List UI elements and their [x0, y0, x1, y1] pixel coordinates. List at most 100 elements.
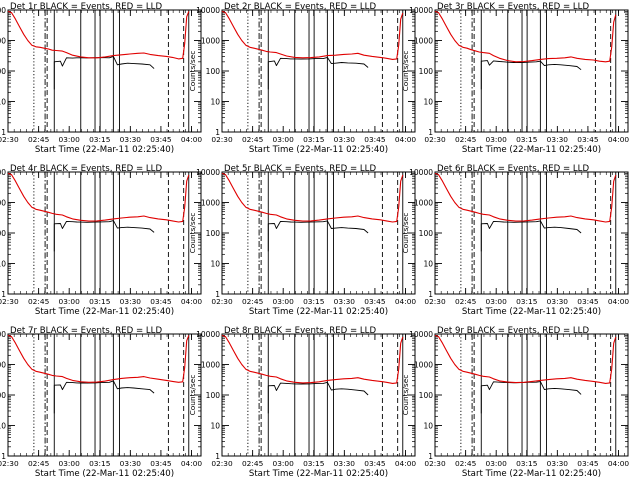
x-tick-label: 03:15	[89, 459, 111, 468]
x-tick-label: 02:30	[211, 135, 233, 144]
x-tick-label: 03:00	[486, 135, 508, 144]
panel-title: Det 3r BLACK = Events, RED = LLD	[437, 2, 589, 12]
y-tick-label: 1	[1, 452, 6, 461]
y-tick-label: 1	[1, 128, 6, 137]
y-tick-label: 1000	[201, 37, 220, 46]
x-tick-label: 04:00	[608, 135, 630, 144]
x-tick-label: 02:30	[0, 297, 19, 306]
panel-title: Det 9r BLACK = Events, RED = LLD	[437, 326, 589, 336]
y-tick-label: 1	[428, 128, 433, 137]
y-tick-label: 100	[419, 391, 434, 400]
lld-series-line	[221, 334, 404, 384]
y-tick-label: 10000	[196, 6, 220, 15]
panel-3: Det 3r BLACK = Events, RED = LLD 1 10 100 10…	[401, 2, 629, 155]
lld-series-line	[7, 334, 190, 383]
x-tick-label: 02:45	[28, 459, 50, 468]
y-axis-label: Counts/sec	[188, 213, 197, 254]
panel-4: Det 4r BLACK = Events, RED = LLD 1 10 100 10…	[0, 164, 202, 317]
events-series-line	[267, 220, 369, 252]
y-tick-label: 1000	[414, 199, 433, 208]
lld-series-line	[434, 172, 617, 223]
x-tick-label: 02:30	[424, 135, 446, 144]
x-axis-label: Start Time (22-Mar-11 02:25:40)	[462, 469, 601, 479]
panel-2: Det 2r BLACK = Events, RED = LLD 1 10 100 10…	[188, 2, 416, 155]
y-tick-label: 10	[423, 422, 433, 431]
panel-title: Det 1r BLACK = Events, RED = LLD	[10, 2, 162, 12]
x-tick-label: 02:30	[424, 297, 446, 306]
x-tick-label: 03:30	[120, 135, 142, 144]
y-tick-label: 10	[423, 260, 433, 269]
panel-title: Det 6r BLACK = Events, RED = LLD	[437, 164, 589, 174]
x-tick-label: 03:30	[547, 135, 569, 144]
y-axis-label: Counts/sec	[188, 51, 197, 92]
lld-series-line	[221, 172, 404, 223]
x-tick-label: 02:45	[28, 297, 50, 306]
y-axis-label: Counts/sec	[188, 375, 197, 416]
x-tick-label: 02:30	[424, 459, 446, 468]
panel-8: Det 8r BLACK = Events, RED = LLD 1 10 100 10…	[188, 326, 416, 479]
events-series-line	[267, 56, 369, 90]
x-tick-label: 03:00	[273, 135, 295, 144]
x-tick-label: 04:00	[608, 459, 630, 468]
y-tick-label: 10	[210, 98, 220, 107]
y-tick-label: 1	[215, 290, 220, 299]
x-tick-label: 03:45	[150, 459, 172, 468]
y-tick-label: 10000	[0, 168, 6, 177]
lld-series-line	[221, 10, 404, 60]
y-tick-label: 10000	[409, 6, 433, 15]
x-tick-label: 03:00	[59, 459, 81, 468]
y-tick-label: 10000	[409, 168, 433, 177]
panel-title: Det 4r BLACK = Events, RED = LLD	[10, 164, 162, 174]
panel-7: Det 7r BLACK = Events, RED = LLD 1 10 100 10…	[0, 326, 202, 479]
x-tick-label: 03:15	[516, 459, 538, 468]
x-tick-label: 03:30	[547, 459, 569, 468]
x-tick-label: 04:00	[395, 459, 417, 468]
x-tick-label: 03:15	[303, 459, 325, 468]
y-tick-label: 100	[206, 67, 221, 76]
y-tick-label: 10	[210, 260, 220, 269]
y-tick-label: 1	[428, 290, 433, 299]
x-tick-label: 03:00	[273, 297, 295, 306]
events-series-line	[267, 381, 369, 414]
x-tick-label: 03:30	[120, 459, 142, 468]
x-tick-label: 02:30	[211, 297, 233, 306]
x-tick-label: 02:45	[242, 297, 264, 306]
x-tick-label: 03:30	[334, 297, 356, 306]
x-axis-label: Start Time (22-Mar-11 02:25:40)	[249, 145, 388, 155]
x-tick-label: 02:45	[455, 459, 477, 468]
y-tick-label: 1	[428, 452, 433, 461]
y-tick-label: 10	[0, 422, 6, 431]
x-tick-label: 03:30	[334, 135, 356, 144]
y-axis-label: Counts/sec	[401, 375, 410, 416]
x-tick-label: 02:45	[455, 135, 477, 144]
y-tick-label: 100	[206, 391, 221, 400]
y-tick-label: 100	[206, 229, 221, 238]
x-tick-label: 02:45	[242, 459, 264, 468]
y-axis-label: Counts/sec	[401, 51, 410, 92]
lld-series-line	[434, 10, 617, 63]
lld-series-line	[434, 334, 617, 384]
panel-5: Det 5r BLACK = Events, RED = LLD 1 10 100 10…	[188, 164, 416, 317]
x-tick-label: 02:30	[0, 459, 19, 468]
y-tick-label: 100	[419, 229, 434, 238]
x-tick-label: 02:45	[455, 297, 477, 306]
x-tick-label: 04:00	[395, 297, 417, 306]
x-tick-label: 03:45	[150, 135, 172, 144]
x-axis-label: Start Time (22-Mar-11 02:25:40)	[35, 307, 174, 317]
y-tick-label: 10	[0, 260, 6, 269]
x-tick-label: 02:45	[28, 135, 50, 144]
y-tick-label: 1000	[0, 361, 6, 370]
lld-series-line	[7, 10, 190, 60]
x-tick-label: 03:00	[486, 459, 508, 468]
panel-9: Det 9r BLACK = Events, RED = LLD 1 10 100 10…	[401, 326, 629, 479]
x-tick-label: 03:00	[59, 297, 81, 306]
y-tick-label: 1	[1, 290, 6, 299]
panel-6: Det 6r BLACK = Events, RED = LLD 1 10 100 10…	[401, 164, 629, 317]
x-tick-label: 02:30	[0, 135, 19, 144]
x-axis-label: Start Time (22-Mar-11 02:25:40)	[35, 145, 174, 155]
x-tick-label: 03:45	[364, 297, 386, 306]
y-tick-label: 100	[0, 391, 6, 400]
y-tick-label: 1000	[414, 37, 433, 46]
x-tick-label: 03:15	[516, 297, 538, 306]
